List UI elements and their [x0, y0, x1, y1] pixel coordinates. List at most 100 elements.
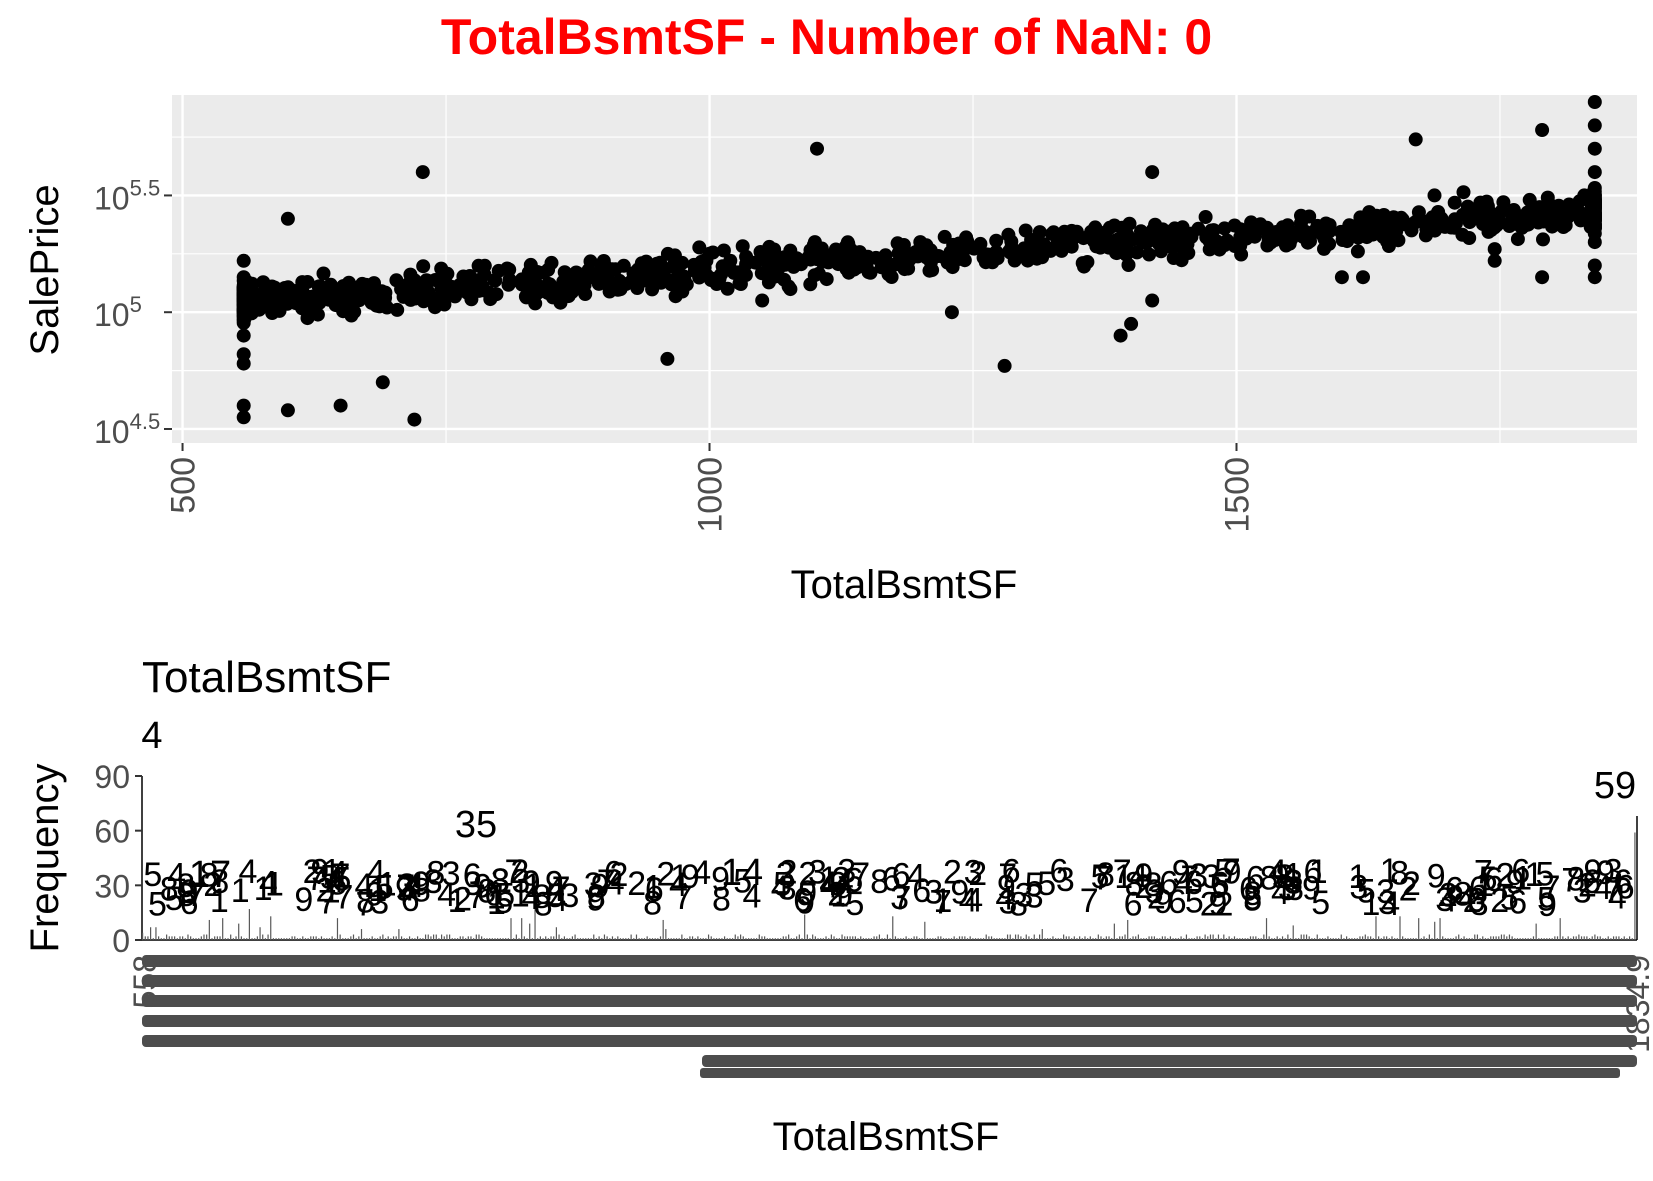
bar [1017, 934, 1019, 940]
bar-value-label: 7 [674, 879, 693, 917]
scatter-point [1204, 223, 1219, 238]
bar [857, 938, 859, 940]
bar-value-label: 4 [835, 863, 854, 901]
bar-value-label: 9 [473, 867, 492, 905]
bar-value-label: 9 [591, 867, 610, 905]
bar [1076, 938, 1078, 940]
bar [924, 921, 926, 940]
scatter-point [416, 259, 431, 274]
bar-value-label: 9 [522, 864, 541, 902]
bar [1247, 938, 1249, 940]
bar [336, 918, 339, 940]
bar [1188, 938, 1190, 940]
bar-value-label: 4 [1381, 885, 1400, 923]
bar [961, 936, 963, 940]
bar [1148, 936, 1150, 940]
bar [942, 938, 945, 940]
bar-value-label: 3 [1025, 877, 1044, 915]
bar-value-label: 3 [511, 863, 530, 901]
bar-value-label: 4 [1593, 869, 1612, 907]
bar-value-label: 1 [1348, 858, 1367, 896]
bar [571, 936, 574, 940]
bar [1354, 938, 1356, 940]
bar [1588, 938, 1591, 940]
bar-value-label: 6 [401, 881, 420, 919]
bar [884, 938, 886, 940]
bar [1407, 938, 1409, 940]
bar-value-label: 9 [829, 866, 848, 904]
bar [934, 938, 937, 940]
bar [1431, 938, 1433, 940]
bar [174, 936, 176, 940]
bar [1132, 936, 1134, 940]
bar-value-label: 3 [1349, 869, 1368, 907]
bar [243, 938, 245, 940]
bar [1233, 936, 1236, 940]
scatter-point [1202, 242, 1217, 257]
scatter-x-tick-label: 1500 [1218, 457, 1256, 533]
scatter-point [884, 270, 899, 284]
scatter-point [1174, 231, 1189, 246]
bar [1014, 934, 1017, 940]
bar-value-label: 8 [1125, 866, 1144, 904]
scatter-point [1380, 234, 1395, 249]
bar [908, 938, 910, 940]
bar-value-label: 1 [1525, 856, 1544, 894]
bar [331, 936, 333, 940]
bar-value-label: 1 [644, 868, 663, 906]
bar-value-label: 6 [1304, 853, 1323, 891]
bar [1151, 936, 1153, 940]
bar [227, 938, 229, 940]
bar-y-tick-label: 60 [94, 814, 130, 850]
bar-value-label: 5 [494, 883, 513, 921]
bar [430, 936, 432, 940]
bar [1604, 938, 1607, 940]
bar [1578, 934, 1580, 940]
bar [1263, 934, 1265, 940]
bar [470, 936, 472, 940]
scatter-point [925, 263, 940, 278]
bar [288, 938, 291, 940]
scatter-point [236, 410, 251, 425]
bar [531, 938, 533, 940]
bar [1522, 938, 1524, 940]
scatter-point [759, 263, 774, 278]
bar [982, 938, 985, 940]
bar-value-label: 9 [1209, 885, 1228, 923]
bar-value-label: 4 [964, 882, 983, 920]
bar [1572, 936, 1575, 940]
bar [1332, 938, 1334, 940]
bar-value-label: 6 [1246, 860, 1265, 898]
bar [897, 938, 899, 940]
bar [761, 936, 763, 940]
bar [475, 934, 477, 940]
scatter-point [1522, 192, 1537, 207]
bar [558, 934, 560, 940]
bar-value-label: 5 [1357, 873, 1376, 911]
bar-value-label: 6 [882, 861, 901, 899]
bar [555, 927, 557, 940]
bar [697, 936, 699, 940]
scatter-point [578, 287, 593, 301]
bar [1370, 936, 1372, 940]
bar [731, 938, 734, 940]
bar-value-label: 9 [395, 870, 414, 908]
bar [379, 936, 381, 940]
scatter-point [565, 271, 580, 286]
bar [1311, 938, 1313, 940]
bar [304, 938, 307, 940]
scatter-point [375, 375, 390, 390]
scatter-point [236, 347, 251, 362]
bar [1284, 938, 1286, 940]
bar [1209, 934, 1212, 940]
scatter-point [978, 247, 993, 262]
bar-value-label: 4 [259, 864, 278, 902]
bar [1204, 934, 1206, 940]
bar [691, 936, 694, 940]
bar [441, 934, 443, 940]
bar [937, 936, 939, 940]
scatter-point [1151, 230, 1166, 245]
bar-value-label: 3 [584, 866, 603, 904]
bar [1201, 938, 1204, 940]
bar [988, 936, 990, 940]
